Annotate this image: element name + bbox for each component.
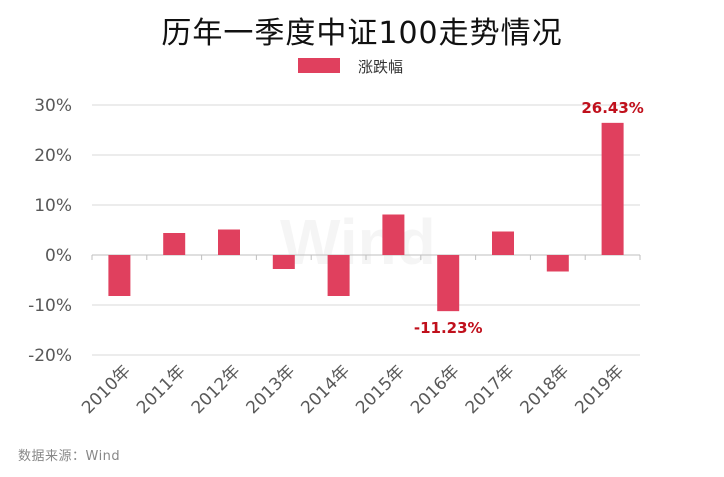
- x-tick-label: 2014年: [297, 361, 354, 418]
- bar: [601, 122, 624, 255]
- y-tick-label: 20%: [34, 146, 72, 166]
- bar: [546, 255, 569, 272]
- source-note: 数据来源：Wind: [18, 449, 121, 464]
- legend-swatch: [298, 58, 340, 73]
- data-label: -11.23%: [414, 319, 483, 337]
- x-tick-label: 2010年: [78, 361, 135, 418]
- x-tick-label: 2013年: [243, 361, 300, 418]
- y-tick-label: -20%: [28, 346, 72, 366]
- x-tick-label: 2017年: [462, 361, 519, 418]
- x-tick-label: 2015年: [352, 361, 409, 418]
- data-label: 26.43%: [581, 99, 643, 117]
- y-tick-label: 10%: [34, 196, 72, 216]
- bar: [382, 214, 405, 255]
- x-tick-label: 2011年: [133, 361, 190, 418]
- chart-title: 历年一季度中证100走势情况: [161, 16, 563, 51]
- y-tick-label: 30%: [34, 96, 72, 116]
- x-tick-label: 2016年: [407, 361, 464, 418]
- bar: [437, 255, 460, 312]
- bar: [108, 255, 131, 296]
- bar: [163, 233, 186, 255]
- y-tick-label: 0%: [45, 246, 72, 266]
- bar: [327, 255, 350, 296]
- bar: [492, 231, 514, 255]
- bar: [218, 229, 240, 255]
- x-tick-label: 2019年: [571, 361, 628, 418]
- y-tick-label: -10%: [28, 296, 72, 316]
- x-tick-label: 2012年: [188, 361, 245, 418]
- bar: [272, 255, 295, 269]
- x-tick-label: 2018年: [517, 361, 574, 418]
- legend-label: 涨跌幅: [358, 58, 403, 76]
